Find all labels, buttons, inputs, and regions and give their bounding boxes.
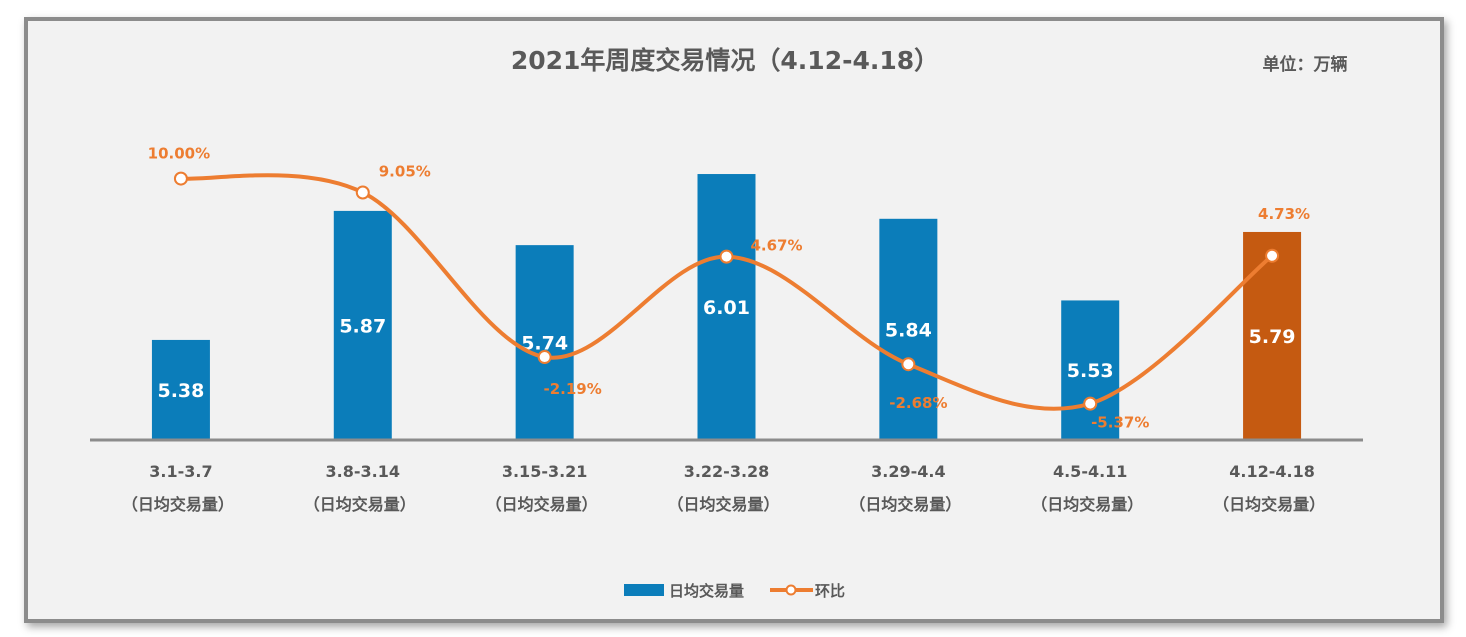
legend-line-marker (785, 584, 797, 596)
unit-label: 单位：万辆 (1263, 54, 1348, 75)
line-point-0 (173, 171, 188, 186)
category-sublabel-2: （日均交易量） (486, 495, 598, 514)
bar-label-6: 5.79 (1249, 326, 1296, 348)
category-label-6: 4.12-4.18 (1229, 462, 1315, 481)
category-sublabel-0: （日均交易量） (122, 495, 234, 514)
category-sublabel-3: （日均交易量） (667, 495, 779, 514)
bar-label-3: 6.01 (703, 297, 750, 319)
bar-4 (879, 218, 938, 440)
line-label-6: 4.73% (1258, 205, 1310, 223)
category-label-5: 4.5-4.11 (1053, 462, 1127, 481)
category-label-1: 3.8-3.14 (326, 462, 400, 481)
line-point-6 (1265, 248, 1280, 263)
chart-title: 2021年周度交易情况（4.12-4.18） (511, 46, 939, 75)
bar-5 (1061, 300, 1120, 440)
line-label-1: 9.05% (379, 163, 431, 181)
legend-bar-label: 日均交易量 (669, 582, 744, 600)
line-point-4 (901, 357, 916, 372)
bar-label-2: 5.74 (521, 333, 568, 355)
category-sublabel-4: （日均交易量） (849, 495, 961, 514)
line-label-4: -2.68% (889, 394, 947, 412)
bar-label-0: 5.38 (157, 380, 204, 402)
bar-label-4: 5.84 (885, 319, 932, 341)
bar-6 (1243, 231, 1302, 440)
line-point-3 (719, 249, 734, 264)
line-label-2: -2.19% (544, 380, 602, 398)
bar-3 (697, 174, 756, 441)
line-label-0: 10.00% (148, 145, 210, 163)
bar-0 (151, 339, 210, 440)
bar-2 (515, 245, 574, 440)
bar-label-1: 5.87 (339, 315, 386, 337)
legend-line-label: 环比 (815, 582, 845, 600)
category-label-2: 3.15-3.21 (502, 462, 588, 481)
category-label-0: 3.1-3.7 (149, 462, 212, 481)
line-point-2 (537, 350, 552, 365)
bar-1 (333, 210, 392, 440)
category-label-4: 3.29-4.4 (871, 462, 945, 481)
bar-label-5: 5.53 (1067, 360, 1114, 382)
legend-bar-swatch (624, 584, 664, 596)
category-sublabel-1: （日均交易量） (304, 495, 416, 514)
category-sublabel-6: （日均交易量） (1213, 495, 1325, 514)
line-point-5 (1083, 396, 1098, 411)
category-label-3: 3.22-3.28 (684, 462, 770, 481)
legend: 日均交易量 环比 (624, 582, 845, 600)
category-sublabel-5: （日均交易量） (1031, 495, 1143, 514)
line-label-5: -5.37% (1091, 414, 1149, 432)
line-label-3: 4.67% (750, 237, 802, 255)
line-point-1 (355, 185, 370, 200)
